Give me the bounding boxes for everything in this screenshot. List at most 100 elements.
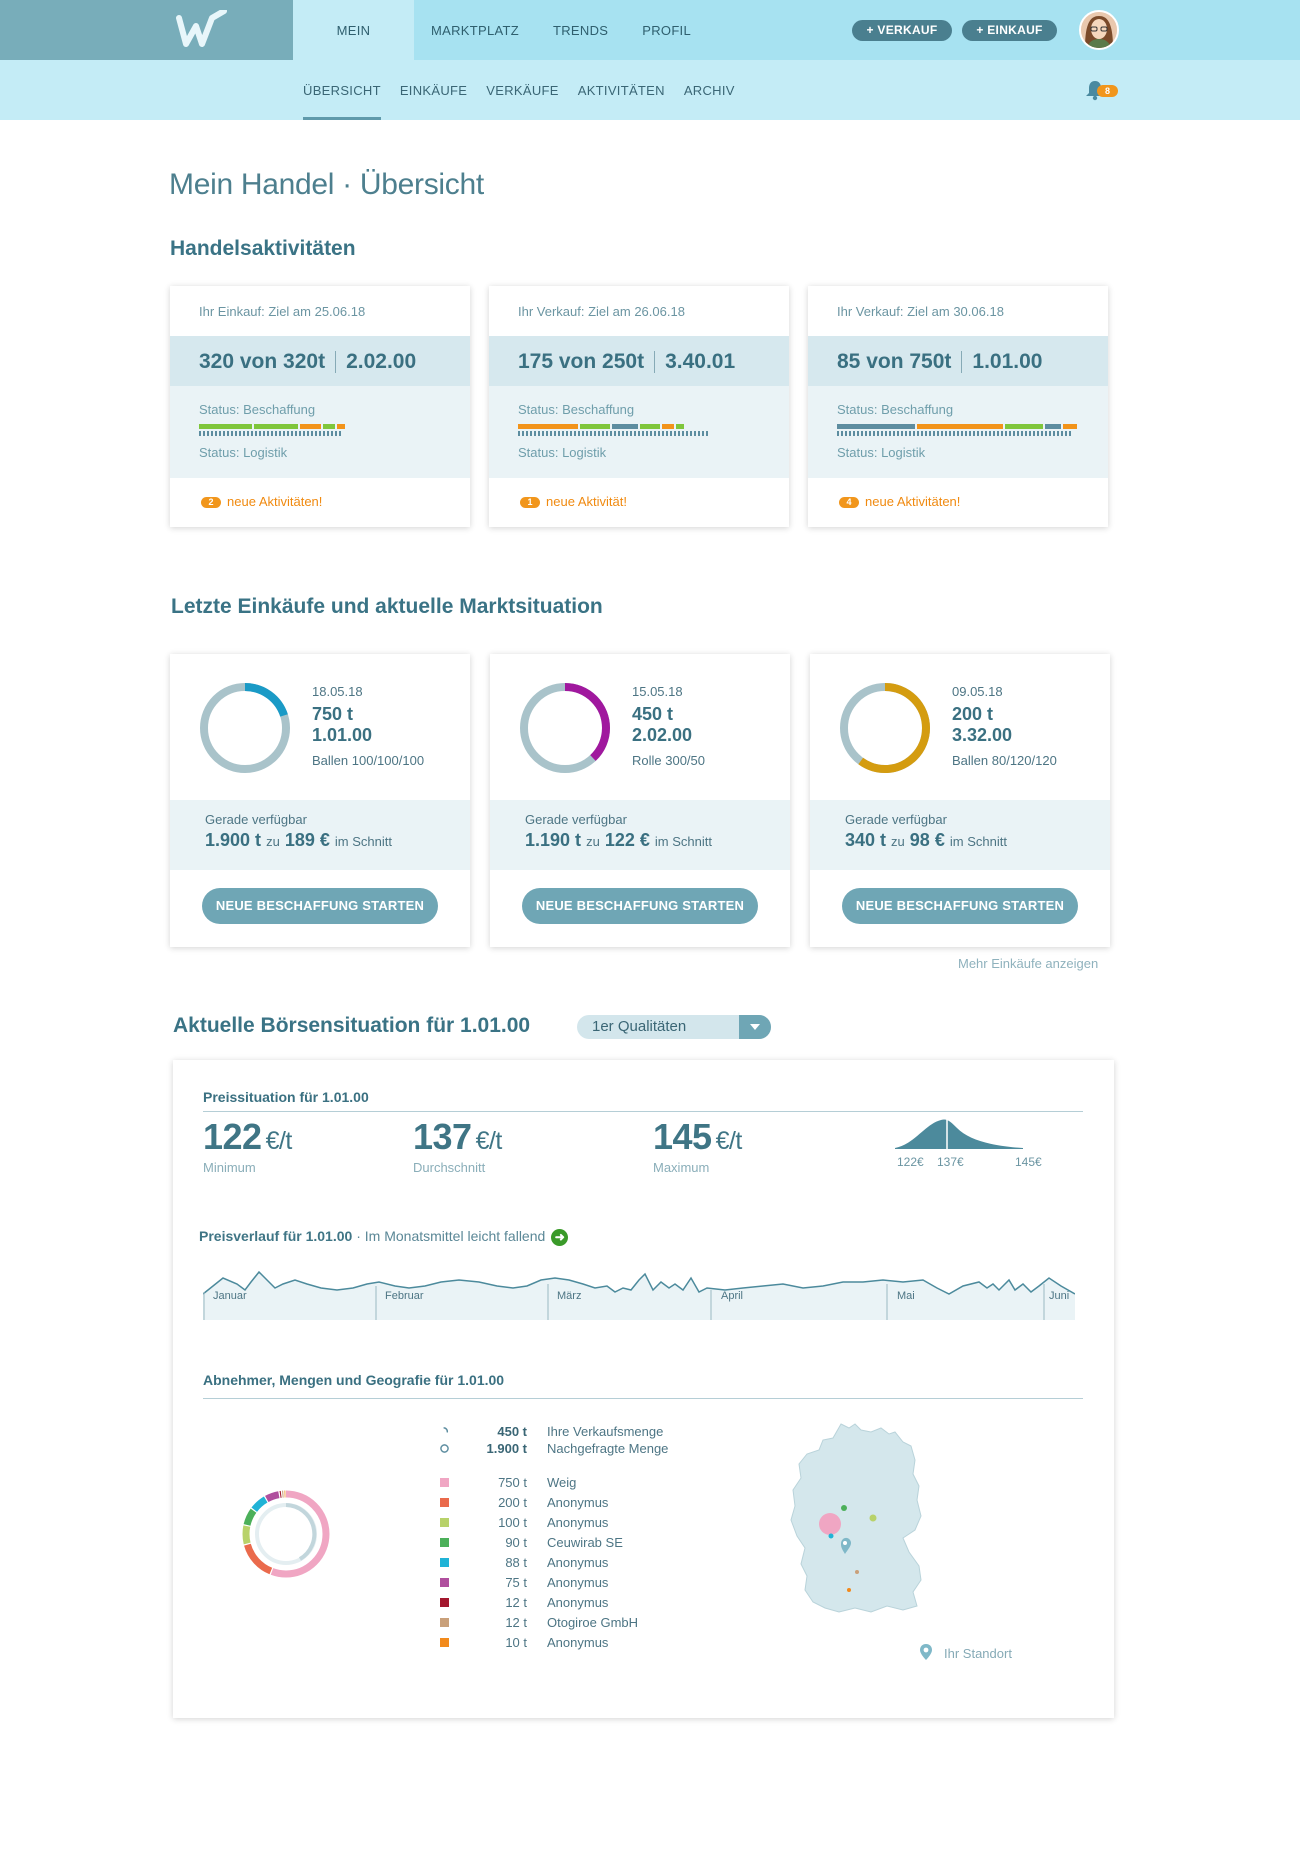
buyer-share-donut-chart [242, 1490, 330, 1578]
tab-einkaeufe[interactable]: EINKÄUFE [399, 83, 468, 98]
quality-select[interactable]: 1er Qualitäten [577, 1015, 771, 1039]
tab-aktivitaeten[interactable]: AKTIVITÄTEN [577, 83, 665, 98]
purchase-date: 15.05.18 [632, 684, 683, 699]
activity-goal: Ihr Verkauf: Ziel am 30.06.18 [837, 304, 1004, 319]
purchase-quantity: 200 t [952, 704, 994, 724]
available-price: 189 € [284, 830, 330, 850]
month-label: März [557, 1290, 582, 1302]
activity-card[interactable]: Ihr Verkauf: Ziel am 30.06.18 85 von 750… [808, 286, 1108, 527]
availability-label: Gerade verfügbar [205, 812, 307, 827]
price-number: 122 [203, 1116, 262, 1157]
buyer-amount: 750 t [498, 1475, 527, 1490]
purchase-packaging: Rolle 300/50 [632, 753, 705, 768]
more-purchases-link[interactable]: Mehr Einkäufe anzeigen [958, 956, 1099, 971]
start-procurement-button[interactable]: NEUE BESCHAFFUNG STARTEN [842, 888, 1078, 924]
purchase-quality-code: 2.02.00 [632, 725, 693, 745]
status-procurement-label: Status: Beschaffung [837, 402, 954, 417]
month-label: Juni [1049, 1290, 1070, 1302]
activity-card[interactable]: Ihr Einkauf: Ziel am 25.06.18 320 von 32… [170, 286, 470, 527]
buyer-color-swatch [440, 1598, 449, 1607]
activity-notice[interactable]: 4 neue Aktivitäten! [839, 494, 960, 509]
divider [335, 351, 337, 374]
available-suffix: im Schnitt [334, 834, 392, 849]
buyer-amount: 10 t [505, 1635, 527, 1650]
activity-summary: 320 von 320t 2.02.00 [199, 350, 416, 374]
activity-band [489, 336, 789, 386]
legend-label: Ihre Verkaufsmenge [547, 1424, 664, 1439]
buyer-name: Anonymus [547, 1515, 609, 1530]
geography-title: Abnehmer, Mengen und Geografie für 1.01.… [203, 1372, 505, 1388]
price-minimum: 122 €/t Minimum [203, 1116, 292, 1175]
activity-notice-text: neue Aktivitäten! [227, 494, 323, 509]
availability-panel [170, 800, 470, 870]
buyer-name: Ceuwirab SE [547, 1535, 623, 1550]
user-photo-icon [1081, 12, 1117, 48]
available-connector: zu [891, 834, 905, 849]
start-procurement-button[interactable]: NEUE BESCHAFFUNG STARTEN [522, 888, 758, 924]
legend-amount: 1.900 t [486, 1441, 527, 1456]
month-label: Februar [385, 1290, 424, 1302]
purchase-quality-code: 3.32.00 [952, 725, 1013, 745]
buyer-color-swatch [440, 1578, 449, 1587]
purchase-packaging: Ballen 80/120/120 [952, 753, 1057, 768]
tab-verkaeufe[interactable]: VERKÄUFE [486, 83, 559, 98]
month-label: April [721, 1290, 744, 1302]
purchase-share-arc [520, 683, 610, 773]
availability-summary: 1.190 t zu 122 € im Schnitt [525, 830, 712, 851]
purchase-date: 18.05.18 [312, 684, 363, 699]
purchase-quantity: 450 t [632, 704, 674, 724]
arrow-right-icon[interactable]: ➜ [551, 1228, 569, 1246]
month-label: Mai [897, 1290, 915, 1302]
buyer-color-swatch [440, 1618, 449, 1627]
sub-navigation-bar [0, 60, 1300, 120]
legend-label: Nachgefragte Menge [547, 1441, 669, 1456]
activity-count-badge: 2 [201, 497, 221, 509]
start-procurement-button[interactable]: NEUE BESCHAFFUNG STARTEN [202, 888, 438, 924]
ring-icon [440, 1444, 449, 1453]
new-sale-button[interactable]: + VERKAUF [852, 20, 952, 41]
availability-summary: 340 t zu 98 € im Schnitt [845, 830, 1007, 851]
activity-card[interactable]: Ihr Verkauf: Ziel am 26.06.18 175 von 25… [489, 286, 789, 527]
tab-uebersicht[interactable]: ÜBERSICHT [303, 60, 381, 120]
distribution-avg-label: 137€ [937, 1155, 964, 1169]
purchase-card[interactable]: 09.05.18 200 t 3.32.00 Ballen 80/120/120… [810, 654, 1110, 947]
activity-notice[interactable]: 2 neue Aktivitäten! [201, 494, 322, 509]
buyer-name: Otogiroe GmbH [547, 1615, 639, 1630]
nav-mein-handel[interactable]: MEIN HANDEL [293, 0, 414, 100]
logo[interactable] [0, 0, 293, 60]
status-procurement-label: Status: Beschaffung [518, 402, 635, 417]
price-value: 122 €/t [203, 1116, 292, 1158]
available-quantity: 340 t [845, 830, 887, 850]
avatar[interactable] [1079, 10, 1119, 50]
price-unit: €/t [475, 1127, 503, 1155]
purchase-ring-chart [840, 683, 930, 773]
price-average: 137 €/t Durchschnitt [413, 1116, 502, 1175]
tab-archiv[interactable]: ARCHIV [683, 83, 735, 98]
activity-notice[interactable]: 1 neue Aktivität! [520, 494, 627, 509]
price-number: 137 [413, 1116, 472, 1157]
separator-dot: · [356, 1228, 361, 1244]
purchase-card[interactable]: 18.05.18 750 t 1.01.00 Ballen 100/100/10… [170, 654, 470, 947]
nav-profil[interactable]: PROFIL [642, 23, 692, 38]
chevron-down-icon[interactable] [739, 1015, 771, 1039]
activity-count-badge: 4 [839, 497, 859, 509]
logistics-progress-bar [199, 431, 342, 436]
page-title: Mein Handel · Übersicht [169, 168, 484, 201]
price-trend-text: Im Monatsmittel leicht fallend [364, 1228, 546, 1244]
buyer-name: Anonymus [547, 1635, 609, 1650]
activity-summary: 85 von 750t 1.01.00 [837, 350, 1042, 374]
activity-amount: 320 von 320t [199, 350, 326, 373]
new-purchase-button[interactable]: + EINKAUF [962, 20, 1057, 41]
buyer-color-swatch [440, 1538, 449, 1547]
own-sales-arc [285, 1503, 317, 1561]
available-suffix: im Schnitt [949, 834, 1007, 849]
germany-map [790, 1423, 922, 1613]
nav-trends[interactable]: TRENDS [553, 23, 609, 38]
buyer-amount: 12 t [505, 1595, 527, 1610]
quality-select-value: 1er Qualitäten [592, 1018, 687, 1035]
available-price: 122 € [604, 830, 650, 850]
logistics-progress-bar [518, 431, 710, 436]
procurement-progress-bar [199, 424, 347, 429]
nav-marktplatz[interactable]: MARKTPLATZ [431, 23, 519, 38]
purchase-card[interactable]: 15.05.18 450 t 2.02.00 Rolle 300/50 Gera… [490, 654, 790, 947]
